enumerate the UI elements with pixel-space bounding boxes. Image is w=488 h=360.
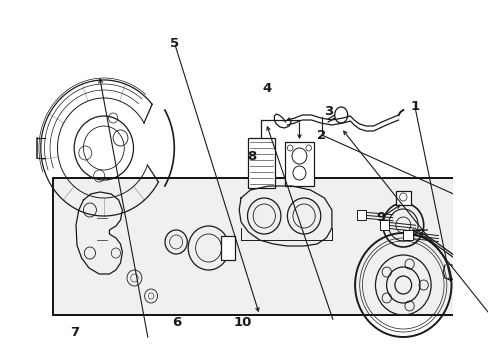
Bar [284, 142, 314, 186]
Text: 9: 9 [375, 211, 385, 224]
Bar [395, 191, 410, 205]
Text: 6: 6 [172, 316, 181, 329]
Bar [247, 138, 275, 188]
Bar [403, 230, 412, 240]
Bar [53, 178, 463, 315]
Text: 4: 4 [262, 82, 271, 95]
Text: 5: 5 [170, 37, 179, 50]
Bar [220, 236, 235, 260]
Text: 8: 8 [246, 150, 256, 163]
Bar [379, 220, 388, 230]
Text: 1: 1 [409, 100, 419, 113]
Text: 3: 3 [324, 105, 333, 118]
Bar [356, 210, 366, 220]
Text: 10: 10 [233, 316, 251, 329]
Text: 7: 7 [70, 327, 79, 339]
Text: 2: 2 [317, 129, 326, 141]
